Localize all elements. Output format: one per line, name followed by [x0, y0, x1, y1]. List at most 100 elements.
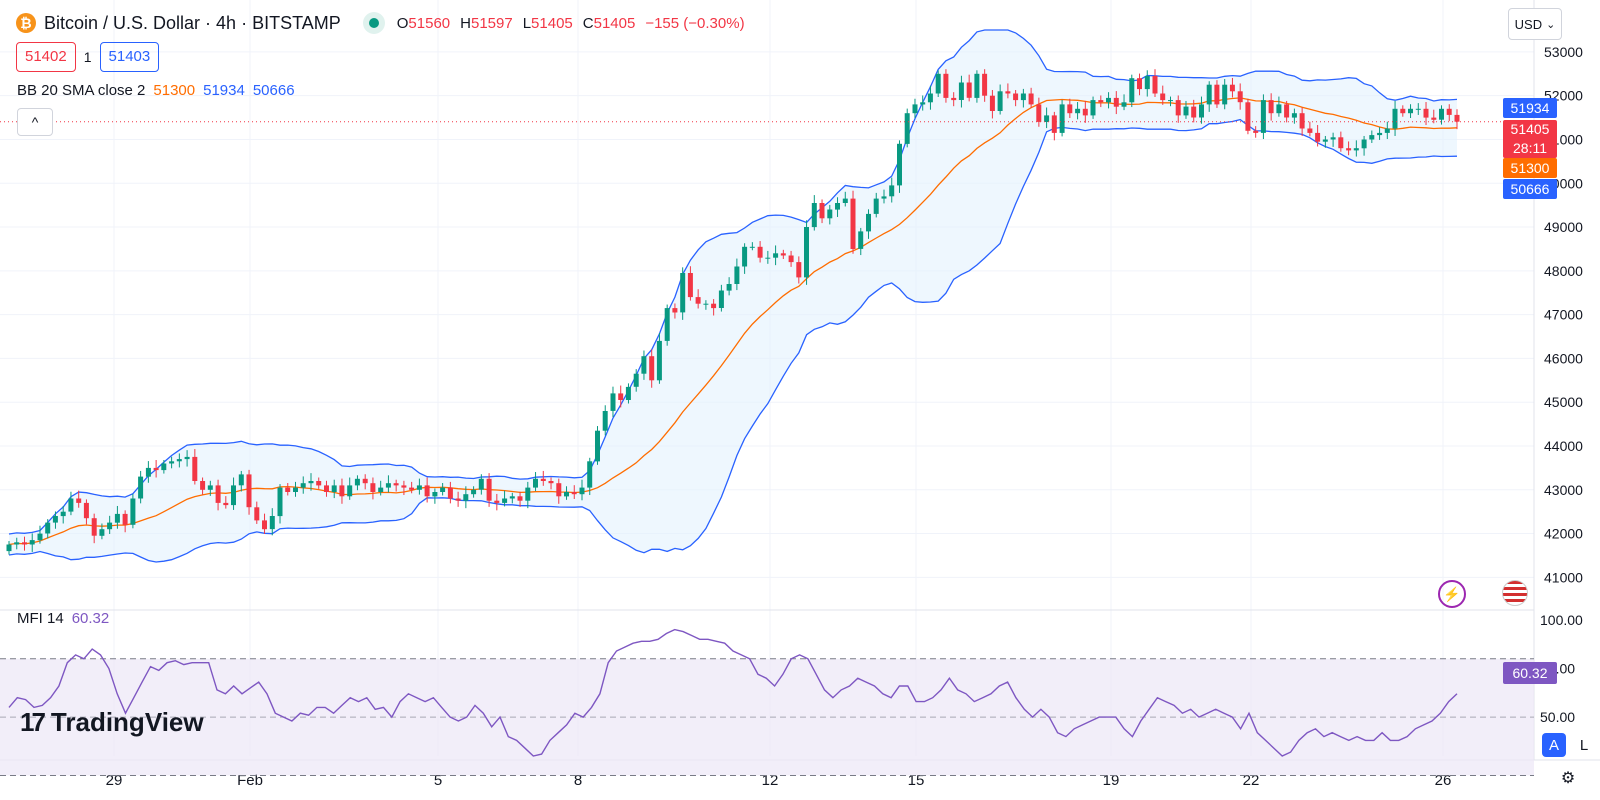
sell-price-button[interactable]: 51402: [16, 42, 76, 72]
bb-label: BB 20 SMA close 2: [17, 82, 146, 99]
candle-body: [68, 498, 74, 512]
candle-body: [478, 478, 484, 490]
candle-body: [308, 481, 314, 484]
candle-body: [107, 522, 113, 530]
candle-body: [517, 496, 523, 501]
symbol-title[interactable]: Bitcoin / U.S. Dollar · 4h · BITSTAMP: [44, 12, 341, 33]
auto-scale-button[interactable]: A: [1542, 733, 1566, 757]
candle-body: [1353, 148, 1359, 151]
candle-body: [788, 255, 794, 263]
candle-body: [1051, 115, 1057, 133]
us-flag-icon[interactable]: [1502, 580, 1528, 606]
y-tick-label: 45000: [1544, 394, 1583, 410]
candle-body: [850, 198, 856, 249]
chevron-up-icon: ^: [31, 114, 39, 130]
candle-body: [1005, 91, 1011, 94]
candle-body: [773, 253, 779, 258]
candle-body: [1307, 128, 1313, 133]
candle-body: [463, 494, 469, 501]
x-tick-label: 22: [1243, 772, 1260, 789]
spread-value: 1: [83, 49, 92, 65]
candle-body: [207, 485, 213, 490]
candle-body: [680, 273, 686, 313]
candle-body: [1369, 135, 1375, 140]
x-tick-label: 12: [762, 772, 779, 789]
ohlc-low: L51405: [522, 14, 573, 32]
candle-body: [548, 481, 554, 484]
candle-body: [1044, 115, 1050, 122]
candle-body: [1144, 76, 1150, 90]
candle-body: [757, 246, 763, 258]
candle-body: [912, 104, 918, 114]
candle-body: [45, 522, 51, 534]
collapse-legend-button[interactable]: ^: [17, 108, 53, 136]
x-tick-label: 15: [908, 772, 925, 789]
y-tick-label: 43000: [1544, 482, 1583, 498]
y-tick-label: 53000: [1544, 44, 1583, 60]
currency-select[interactable]: USD ⌄: [1508, 8, 1562, 40]
candle-body: [354, 478, 360, 486]
x-tick-label: 29: [106, 772, 123, 789]
lightning-icon[interactable]: ⚡: [1438, 580, 1466, 608]
candle-body: [1183, 106, 1189, 116]
candle-body: [881, 196, 887, 199]
candle-body: [1113, 97, 1119, 107]
candle-body: [99, 529, 105, 536]
bb-legend[interactable]: BB 20 SMA close 2 51300 51934 50666: [17, 82, 295, 99]
candle-body: [91, 518, 97, 536]
candle-body: [60, 511, 66, 517]
candle-body: [1106, 97, 1111, 103]
candle-body: [1284, 104, 1290, 118]
candle-body: [897, 143, 902, 186]
log-scale-button[interactable]: L: [1579, 736, 1589, 754]
candle-body: [587, 461, 593, 488]
candle-body: [1199, 104, 1204, 118]
candle-body: [1013, 93, 1019, 101]
candle-body: [1291, 113, 1297, 118]
candle-body: [76, 498, 82, 503]
market-status-icon[interactable]: [362, 12, 385, 34]
candle-body: [254, 507, 260, 521]
candle-body: [502, 498, 508, 503]
candle-body: [1268, 100, 1274, 114]
candle-body: [215, 485, 221, 503]
y-tick-label: 47000: [1544, 307, 1583, 323]
candle-body: [1299, 113, 1305, 129]
candle-body: [672, 308, 678, 313]
candle-body: [1400, 108, 1406, 114]
candle-body: [734, 266, 740, 284]
candle-body: [842, 198, 848, 203]
candle-body: [122, 513, 128, 525]
candle-body: [595, 430, 600, 462]
y-tick-label: 42000: [1544, 526, 1583, 542]
candle-body: [649, 356, 655, 381]
candle-body: [447, 487, 453, 499]
x-tick-label: 19: [1103, 772, 1120, 789]
candle-body: [687, 273, 693, 298]
candle-body: [1346, 148, 1352, 151]
candle-body: [1020, 93, 1026, 101]
candle-body: [6, 544, 12, 552]
candle-body: [246, 474, 252, 508]
y-tick-label: 46000: [1544, 350, 1583, 366]
candle-body: [625, 386, 631, 400]
candle-body: [440, 487, 446, 492]
candle-body: [525, 487, 531, 501]
candle-body: [540, 478, 546, 481]
buy-price-button[interactable]: 51403: [99, 42, 160, 72]
candle-body: [339, 485, 345, 497]
candle-body: [656, 340, 662, 381]
mfi-legend[interactable]: MFI 14 60.32: [17, 610, 109, 627]
settings-gear-icon[interactable]: ⚙: [1560, 770, 1576, 787]
candle-body: [300, 483, 306, 488]
candle-body: [238, 474, 244, 486]
candle-body: [324, 485, 329, 492]
ohlc-close: C51405: [582, 14, 636, 32]
candle-body: [362, 478, 368, 484]
candle-body: [285, 487, 291, 492]
candle-body: [494, 500, 500, 503]
tradingview-logo[interactable]: 17 TradingView: [20, 707, 204, 738]
candle-body: [424, 485, 430, 497]
